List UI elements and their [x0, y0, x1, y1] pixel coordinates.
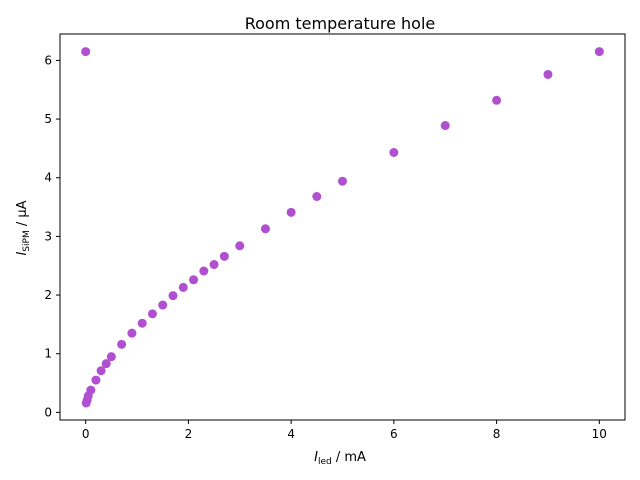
data-point	[235, 241, 245, 251]
y-tick-label: 4	[44, 171, 52, 185]
plot-frame	[59, 33, 626, 421]
data-point	[260, 224, 270, 234]
x-tick-label: 6	[390, 427, 398, 441]
x-tick-label: 4	[287, 427, 295, 441]
x-axis-label: Iled / mA	[314, 450, 366, 467]
x-tick-label: 0	[82, 427, 90, 441]
y-tick-label: 0	[44, 405, 52, 419]
data-point	[440, 121, 450, 131]
y-tick-label: 1	[44, 347, 52, 361]
y-tick-label: 5	[44, 112, 52, 126]
data-point	[389, 147, 399, 157]
data-point	[147, 309, 157, 319]
data-point	[199, 266, 209, 276]
y-tick-label: 6	[44, 53, 52, 67]
chart-title: Room temperature hole	[245, 14, 436, 33]
y-tick-label: 3	[44, 229, 52, 243]
data-point	[219, 251, 229, 261]
data-point	[209, 260, 219, 270]
data-point	[158, 300, 168, 310]
data-point	[178, 282, 188, 292]
x-tick-label: 2	[185, 427, 193, 441]
data-points	[81, 47, 604, 408]
data-point	[168, 291, 178, 301]
x-tick-label: 8	[493, 427, 501, 441]
y-axis: 0 1 2 3 4 5 6	[44, 53, 60, 419]
data-point	[594, 47, 604, 57]
data-point	[101, 359, 111, 369]
data-point	[338, 176, 347, 186]
x-tick-label: 10	[592, 427, 607, 441]
data-point	[286, 207, 296, 217]
data-point	[312, 191, 322, 201]
data-point	[96, 366, 106, 376]
data-point	[91, 375, 101, 385]
data-point	[543, 69, 553, 79]
data-point	[137, 318, 147, 328]
data-point	[86, 385, 96, 395]
data-point	[117, 339, 127, 349]
data-point	[189, 275, 199, 285]
data-point	[492, 95, 502, 105]
data-point	[81, 47, 91, 57]
y-tick-label: 2	[44, 288, 52, 302]
x-axis: 0 2 4 6 8 10	[82, 420, 607, 441]
data-point	[106, 352, 116, 362]
y-axis-label: ISiPM / μA	[15, 200, 32, 255]
data-point	[127, 328, 137, 338]
